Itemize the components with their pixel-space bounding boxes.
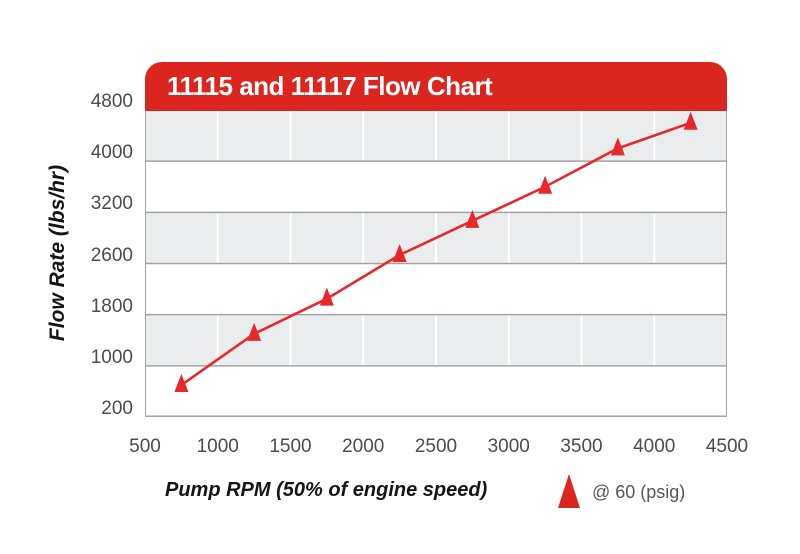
y-tick-label: 4000	[90, 142, 133, 164]
y-tick-label: 3200	[90, 193, 133, 215]
x-tick-label: 1500	[269, 436, 312, 457]
chart-title-banner: 11115 and 11117 Flow Chart	[145, 62, 727, 111]
plot-border	[145, 110, 727, 417]
x-tick-label: 2500	[414, 436, 458, 457]
triangle-marker-icon	[538, 175, 553, 194]
x-tick-label: 1000	[196, 436, 239, 457]
x-tick-label: 4500	[705, 436, 749, 457]
triangle-marker-icon	[247, 322, 262, 341]
legend-label: @ 60 (psig)	[592, 481, 686, 502]
triangle-marker-icon	[174, 374, 189, 393]
horizontal-gridlines	[145, 110, 727, 417]
triangle-marker-icon	[465, 209, 480, 228]
x-tick-label: 4000	[633, 436, 676, 457]
y-tick-label: 2600	[90, 244, 133, 266]
data-line	[180, 121, 692, 387]
plot-area	[145, 110, 727, 417]
legend: @ 60 (psig)	[558, 471, 685, 511]
chart-canvas	[145, 110, 727, 417]
x-tick-label: 3000	[487, 436, 530, 457]
x-tick-label: 2000	[342, 436, 385, 457]
triangle-marker-icon	[392, 243, 407, 262]
triangle-marker-icon	[610, 137, 625, 156]
y-tick-label: 4800	[90, 91, 133, 112]
chart-title: 11115 and 11117 Flow Chart	[167, 71, 493, 101]
y-tick-label: 1800	[90, 295, 133, 317]
triangle-marker-icon	[683, 111, 698, 130]
x-axis-title: Pump RPM (50% of engine speed)	[165, 479, 488, 501]
legend-triangle-icon	[558, 474, 580, 508]
triangle-marker-icon	[319, 287, 334, 306]
data-point-markers	[174, 111, 698, 393]
y-tick-label: 200	[101, 398, 133, 419]
x-tick-label: 3500	[560, 436, 603, 457]
x-tick-label: 500	[129, 436, 161, 457]
y-axis-title: Flow Rate (lbs/hr)	[46, 164, 69, 342]
y-tick-label: 1000	[90, 346, 133, 368]
